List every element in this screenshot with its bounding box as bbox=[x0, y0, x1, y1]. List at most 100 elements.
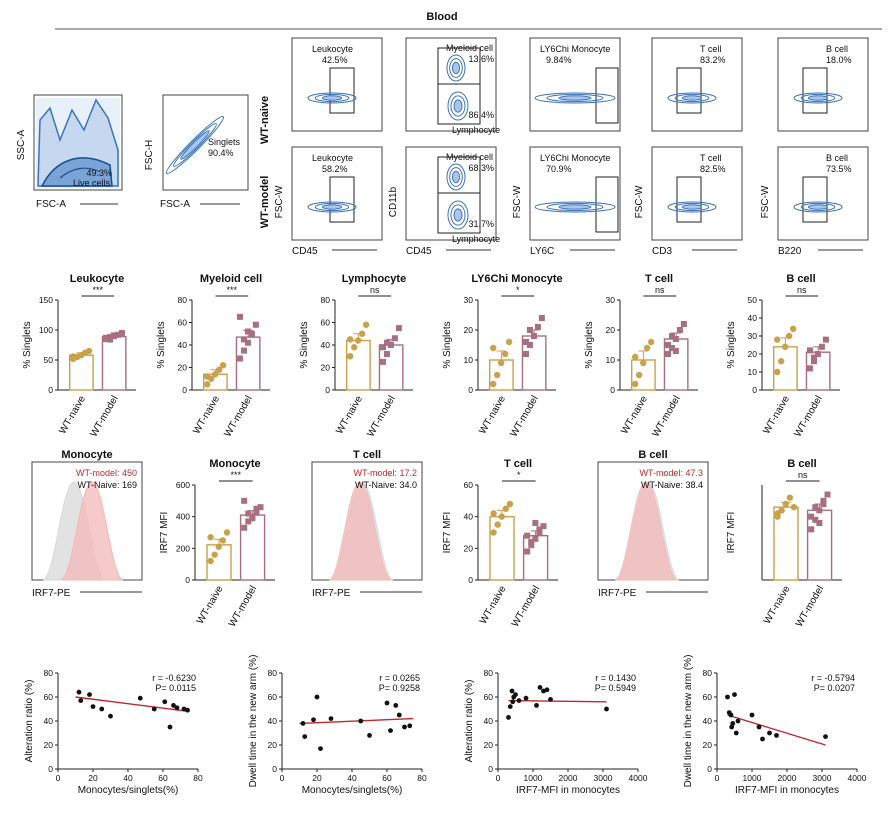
y-axis-label: CD11b bbox=[388, 186, 399, 217]
data-point bbox=[668, 345, 675, 351]
bar-chart-4: T cell 0 10 20 30 % Singlets WT-naive WT-model n… bbox=[584, 273, 698, 439]
data-point bbox=[497, 359, 505, 367]
data-point bbox=[204, 373, 211, 380]
data-point bbox=[536, 526, 543, 533]
data-point bbox=[810, 354, 817, 361]
data-point bbox=[635, 371, 643, 379]
data-point bbox=[114, 331, 121, 338]
gate-label: LY6Chi Monocyte bbox=[540, 44, 610, 54]
y-axis-label: FSC-H bbox=[144, 140, 155, 171]
y-tick-label: 0 bbox=[48, 764, 53, 774]
bar-chart-3: LY6Chi Monocyte 0 10 20 30 % Singlets WT-naive… bbox=[442, 273, 563, 439]
chart-title: Lymphocyte bbox=[342, 273, 406, 285]
y-axis-label: IRF7 MFI bbox=[726, 512, 737, 554]
x-axis-label: LY6C bbox=[530, 246, 554, 257]
regression-line bbox=[727, 714, 826, 746]
data-point bbox=[490, 510, 497, 517]
y-axis-label: IRF7 MFI bbox=[159, 512, 170, 554]
data-point bbox=[528, 542, 535, 549]
scatter-point bbox=[318, 746, 323, 751]
x-axis-label: FSC-A bbox=[160, 199, 190, 210]
data-point bbox=[680, 321, 687, 327]
histogram-title: T cell bbox=[353, 449, 381, 461]
population-contour bbox=[807, 95, 829, 101]
population-contour bbox=[321, 204, 343, 210]
regression-line bbox=[299, 717, 414, 725]
data-point bbox=[781, 343, 789, 350]
data-point bbox=[362, 321, 370, 328]
scatter-point bbox=[823, 734, 828, 739]
data-point bbox=[490, 380, 497, 388]
y-axis-label: FSC-W bbox=[634, 185, 645, 218]
scatter-point bbox=[328, 716, 334, 721]
data-point bbox=[528, 539, 535, 545]
x-axis-label: IRF7-PE bbox=[598, 588, 637, 599]
category-label: WT-naive bbox=[195, 584, 226, 626]
correlation-r: r = -0.5794 bbox=[811, 673, 855, 683]
scatter-point bbox=[311, 717, 316, 723]
y-tick-label: 0 bbox=[182, 385, 187, 395]
data-point bbox=[207, 534, 214, 541]
x-tick-label: 40 bbox=[347, 773, 357, 783]
data-point bbox=[532, 535, 539, 542]
y-axis-label: % Singlets bbox=[156, 321, 167, 368]
population-contour bbox=[807, 204, 829, 210]
y-axis-label: % Singlets bbox=[442, 321, 453, 368]
data-point bbox=[506, 500, 514, 508]
population-contour bbox=[667, 201, 717, 213]
data-point bbox=[253, 505, 260, 512]
y-tick-label: 30 bbox=[606, 295, 616, 305]
x-axis-label: IRF7-MFI in monocytes bbox=[735, 785, 839, 796]
data-point bbox=[490, 344, 497, 352]
scatter-point bbox=[384, 700, 390, 706]
y-tick-label: 20 bbox=[484, 740, 494, 750]
data-point bbox=[102, 334, 109, 341]
population-contour bbox=[793, 92, 843, 104]
x-axis-label: Monocytes/singlets(%) bbox=[302, 785, 403, 796]
data-point bbox=[106, 336, 113, 343]
y-tick-label: 20 bbox=[44, 740, 54, 750]
gate-label: Leukocyte bbox=[312, 44, 353, 54]
correlation-p: P= 0.0115 bbox=[155, 683, 196, 693]
x-axis-label: IRF7-MFI in monocytes bbox=[516, 785, 620, 796]
category-label: WT-naive bbox=[761, 394, 792, 436]
scatter-point bbox=[513, 692, 518, 697]
scatter-point bbox=[87, 692, 92, 697]
scatter-point bbox=[162, 699, 168, 705]
population-contour bbox=[321, 95, 343, 101]
data-point bbox=[350, 344, 358, 351]
population-contour bbox=[307, 92, 357, 104]
data-point bbox=[354, 337, 362, 344]
data-point bbox=[383, 351, 390, 357]
data-point bbox=[676, 327, 683, 333]
myeloid-contour bbox=[451, 61, 461, 75]
x-axis-label: IRF7-PE bbox=[312, 588, 351, 599]
data-point bbox=[211, 371, 219, 378]
scatter-point bbox=[402, 724, 407, 730]
data-point bbox=[248, 330, 255, 337]
bar-WT-model bbox=[101, 335, 127, 391]
x-tick-label: 2000 bbox=[559, 773, 578, 783]
population-contour bbox=[558, 95, 592, 101]
y-tick-label: 60 bbox=[703, 692, 713, 702]
data-point bbox=[494, 521, 501, 528]
gate-label: T cell bbox=[700, 153, 721, 163]
plot-frame bbox=[651, 37, 743, 132]
data-point bbox=[358, 330, 366, 337]
population-gate bbox=[676, 176, 702, 223]
data-point bbox=[244, 328, 251, 335]
category-label: WT-model bbox=[222, 394, 254, 439]
data-point bbox=[540, 523, 547, 530]
data-point bbox=[812, 516, 819, 523]
scatter-point bbox=[544, 687, 550, 693]
y-tick-label: 40 bbox=[268, 716, 278, 726]
scatter-point bbox=[99, 706, 105, 712]
y-tick-label: 10 bbox=[748, 367, 758, 377]
gate-label: Myeloid cell bbox=[446, 43, 493, 53]
category-label: WT-naive bbox=[478, 584, 509, 626]
x-axis-label: B220 bbox=[778, 246, 802, 257]
